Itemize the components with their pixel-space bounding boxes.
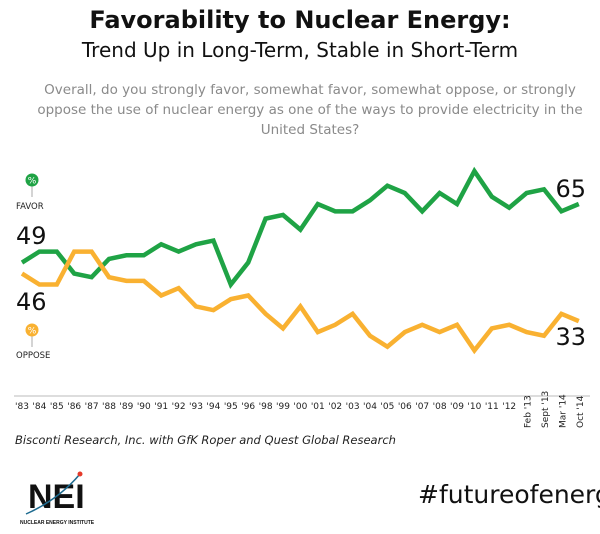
x-tick-label: '84 [32,402,46,412]
x-tick-label: '09 [450,402,464,412]
x-tick-label: '05 [380,402,394,412]
favor-legend-marker-symbol: % [28,177,37,187]
x-tick-label: '08 [433,402,447,412]
oppose-series-line [20,249,580,355]
favor-legend-label: FAVOR [16,202,44,212]
x-tick-label: '83 [15,402,29,412]
favor-legend-marker-icon [25,173,39,187]
x-tick-label: '94 [206,402,220,412]
oppose-legend-marker-icon [25,323,39,337]
logo-subtext: NUCLEAR ENERGY INSTITUTE [20,520,95,526]
x-tick-label: '85 [50,402,64,412]
x-tick-label: '01 [311,402,325,412]
line-chart: '83'84'85'86'87'88'89'90'91'92'93'94'95 '… [14,166,590,428]
x-tick-label: '11 [485,402,499,412]
x-tick-label: '92 [172,402,186,412]
atom-dot-icon [77,471,83,477]
x-tick-label: '93 [189,402,203,412]
x-tick-label: '98 [259,402,273,412]
x-tick-label: '90 [137,402,151,412]
chart-title: Favorability to Nuclear Energy: [89,6,511,34]
x-tick-label: '86 [67,402,81,412]
x-tick-label: '89 [119,402,133,412]
x-tick-label: '03 [346,402,360,412]
favor-series-line [20,166,580,289]
x-tick-label: '00 [293,402,307,412]
x-tick-label: Feb '13 [524,395,534,428]
hashtag: #futureofenergy [418,480,600,509]
x-tick-label: '87 [85,402,99,412]
x-tick-label: Sept '13 [541,391,551,428]
oppose-legend-marker-symbol: % [28,327,37,337]
x-tick-label: '95 [224,402,238,412]
survey-question: Overall, do you strongly favor, somewhat… [37,82,583,138]
x-tick-label: Mar '14 [558,394,568,428]
x-tick-label: '91 [154,402,168,412]
source-note: Bisconti Research, Inc. with GfK Roper a… [15,433,396,447]
x-tick-label: '10 [467,402,481,412]
oppose-start-label: 46 [16,288,47,316]
x-tick-label: '88 [102,402,116,412]
oppose-end-label: 33 [555,323,586,351]
x-tick-label: '06 [398,402,412,412]
nei-logo: NEI NUCLEAR ENERGY INSTITUTE [20,471,95,526]
oppose-legend-label: OPPOSE [16,351,50,361]
x-tick-label: '04 [363,402,377,412]
favor-start-label: 49 [16,222,47,250]
x-tick-label: Oct '14 [576,395,586,428]
chart-subtitle: Trend Up in Long-Term, Stable in Short-T… [81,38,519,62]
x-tick-label: '12 [502,402,516,412]
x-tick-label: '96 [241,402,255,412]
x-tick-label: '02 [328,402,342,412]
favor-end-label: 65 [555,175,586,203]
x-tick-label: '07 [415,402,429,412]
x-tick-label: '99 [276,402,290,412]
orbit-icon [25,473,81,515]
